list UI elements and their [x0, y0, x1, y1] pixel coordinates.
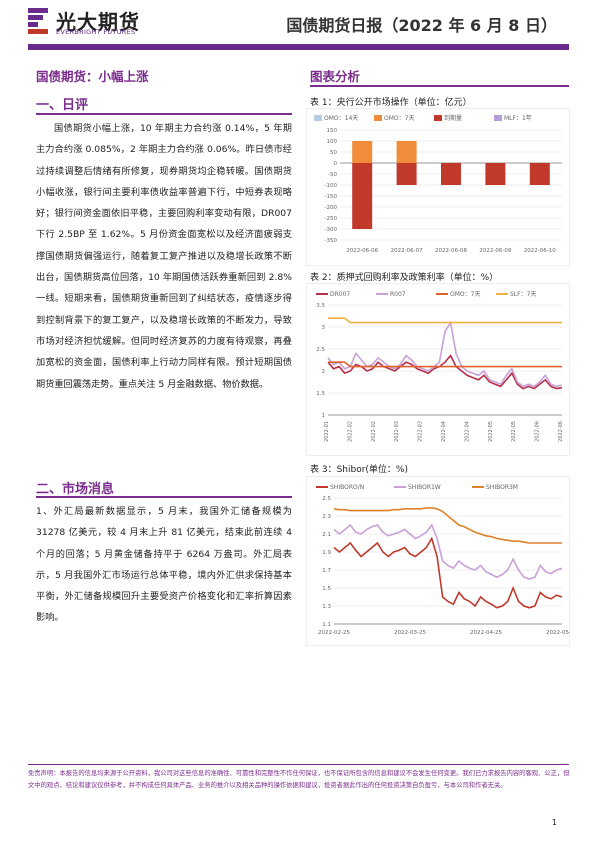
y-tick-label: -50 [328, 172, 337, 178]
x-tick-label: 2022-05 [488, 421, 494, 442]
legend-swatch [374, 115, 382, 121]
legend-label: OMO：7天 [450, 291, 480, 298]
bar [529, 163, 550, 185]
legend-label: SHIBORO/N [330, 484, 364, 491]
y-tick-label: 2.5 [322, 496, 331, 502]
x-tick-label: 2022-06-06 [346, 248, 378, 254]
y-tick-label: -300 [325, 227, 338, 233]
y-tick-label: -150 [325, 194, 338, 200]
bar [396, 163, 417, 185]
bar [396, 141, 417, 163]
y-tick-label: 150 [327, 128, 338, 134]
x-tick-label: 2022-03 [394, 421, 400, 442]
y-tick-label: 1.5 [322, 586, 331, 592]
x-tick-label: 2022-02 [347, 421, 353, 442]
legend-label: SLF：7天 [510, 291, 536, 298]
everbright-logo-icon [28, 8, 48, 34]
chart3-caption: 表 3：Shibor(单位：%) [310, 465, 408, 475]
y-tick-label: 3 [322, 325, 326, 331]
market-news-paragraph: 1、外汇局最新数据显示，5 月末，我国外汇储备规模为 31278 亿美元，较 4… [36, 506, 292, 624]
legend-swatch [494, 115, 502, 121]
legend-label: 到期量 [444, 114, 462, 122]
chart-frame [306, 108, 570, 266]
section-divider [310, 85, 569, 87]
bar [352, 163, 373, 229]
legend-label: DR007 [330, 291, 350, 298]
repo-rate-line-chart: DR007 R007 OMO：7天 SLF：7天 1 1.5 2 2.5 3 3.5 2022-01… [306, 283, 570, 456]
x-tick-label: 2022-06-09 [479, 248, 511, 254]
legend-label: OMO：14天 [324, 115, 358, 122]
x-tick-label: 2022-02 [371, 421, 377, 442]
legend-swatch [434, 115, 442, 121]
x-tick-label: 2022-06 [558, 421, 564, 442]
bar [352, 141, 373, 163]
x-tick-label: 2022-04 [441, 421, 447, 442]
x-tick-label: 2022-01 [324, 421, 330, 442]
chart2-caption: 表 2：质押式回购利率及政策利率（单位：%） [310, 273, 499, 283]
x-tick-label: 2022-02-25 [318, 630, 350, 636]
y-tick-label: -200 [325, 205, 338, 211]
x-tick-label: 2022-05 [511, 421, 517, 442]
section-heading-news: 二、市场消息 [36, 482, 115, 497]
logo-english: EVERBRIGHT FUTURES [56, 28, 136, 36]
bar [485, 163, 506, 185]
y-tick-label: 3.5 [316, 303, 325, 309]
y-tick-label: 2.1 [322, 532, 331, 538]
report-title: 国债期货日报（2022 年 6 月 8 日） [286, 16, 557, 35]
page-number: 1 [551, 818, 557, 827]
right-title: 图表分析 [310, 69, 361, 84]
section-divider [36, 496, 292, 498]
series-line [328, 317, 562, 324]
x-tick-label: 2022-06-07 [391, 248, 423, 254]
y-tick-label: 2.5 [316, 347, 325, 353]
y-tick-label: 1.5 [316, 391, 325, 397]
x-tick-label: 2022-03 [418, 421, 424, 442]
header-divider [28, 44, 569, 50]
y-tick-label: 1.7 [322, 568, 331, 574]
x-tick-label: 2022-04 [464, 421, 470, 442]
y-tick-label: -350 [325, 238, 338, 244]
chart-frame [306, 283, 570, 456]
legend-label: SHIBOR3M [486, 484, 518, 491]
daily-comment-paragraph: 国债期货小幅上涨，10 年期主力合约涨 0.14%，5 年期主力合约涨 0.08… [36, 123, 292, 390]
x-tick-label: 2022-06-10 [524, 248, 556, 254]
logo-text: 光大期货 [56, 10, 140, 34]
omo-bar-chart: OMO：14天 OMO：7天 到期量 MLF：1年 150 100 50 0 -50 -100 -1… [306, 108, 570, 266]
x-tick-label: 2022-06-08 [435, 248, 467, 254]
y-tick-label: -100 [325, 183, 338, 189]
section-heading-daily: 一、日评 [36, 98, 89, 113]
x-tick-label: 2022-06 [535, 421, 541, 442]
series-line [333, 536, 563, 609]
shibor-line-chart: SHIBORO/N SHIBOR1W SHIBOR3M 1.1 1.3 1.5 1.7 1.9… [306, 476, 570, 646]
y-tick-label: 2.3 [322, 514, 331, 520]
series-line [327, 354, 563, 390]
x-tick-label: 2022-05-25 [546, 630, 570, 636]
legend-label: MLF：1年 [504, 114, 532, 122]
legend-swatch [314, 115, 322, 121]
y-tick-label: 1.9 [322, 550, 331, 556]
section-divider [36, 113, 292, 115]
footer-divider [28, 764, 569, 765]
series-line [328, 361, 562, 368]
series-line [333, 507, 562, 544]
series-line [333, 523, 563, 580]
y-tick-label: 50 [330, 150, 337, 156]
legend-label: SHIBOR1W [408, 484, 441, 491]
disclaimer-text: 免责声明：本报告的信息均来源于公开资料，我公司对这些信息的准确性、可靠性和完整性… [28, 770, 570, 789]
left-title: 国债期货：小幅上涨 [36, 69, 149, 84]
y-tick-label: 0 [334, 161, 338, 167]
y-tick-label: 1.3 [322, 604, 331, 610]
x-tick-label: 2022-03-25 [394, 630, 426, 636]
y-tick-label: -250 [325, 216, 338, 222]
legend-label: R007 [390, 291, 406, 298]
y-tick-label: 2 [322, 369, 326, 375]
chart1-caption: 表 1：央行公开市场操作（单位：亿元） [310, 98, 472, 108]
y-tick-label: 100 [327, 139, 338, 145]
y-tick-label: 1.1 [322, 622, 331, 628]
x-tick-label: 2022-04-25 [470, 630, 502, 636]
y-tick-label: 1 [322, 413, 326, 419]
legend-label: OMO：7天 [384, 115, 414, 122]
bar [441, 163, 461, 185]
